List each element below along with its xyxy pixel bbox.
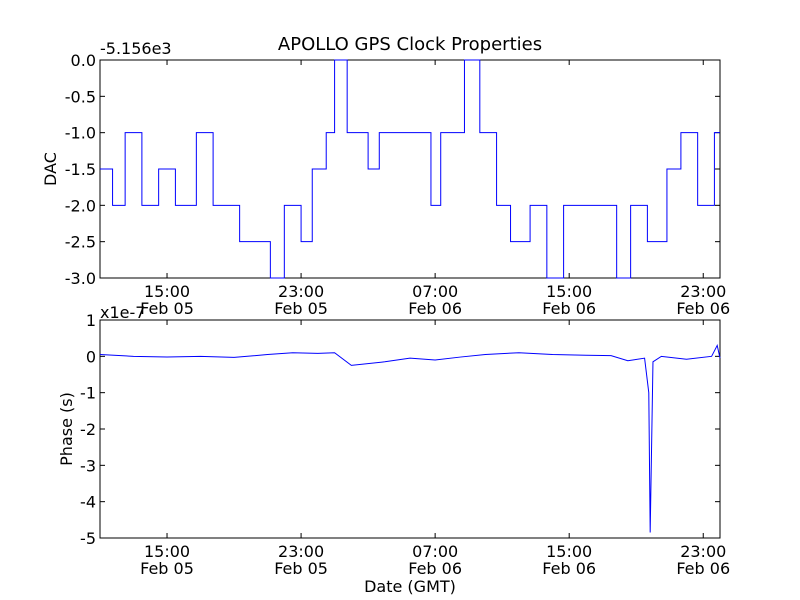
dac-panel: -5.156e3 DAC 0.0 -0.5 -1.0 -1.5 -2.0 -2.5 -3.0… — [41, 39, 730, 318]
chart-title: APOLLO GPS Clock Properties — [278, 34, 542, 55]
dac-y-tick-label: -1.0 — [65, 124, 96, 143]
dac-y-tick-label: -2.0 — [65, 196, 96, 215]
dac-offset-text: -5.156e3 — [100, 39, 172, 58]
dac-series-line — [100, 59, 720, 279]
phase-y-ticks: 1 0 -1 -2 -3 -4 -5 — [80, 311, 720, 548]
dac-y-tick-label: -3.0 — [65, 269, 96, 288]
phase-y-tick-label: -3 — [80, 456, 96, 475]
dac-x-tick-time: 23:00 — [680, 282, 726, 301]
dac-x-tick-time: 15:00 — [546, 282, 592, 301]
phase-y-tick-label: -4 — [80, 493, 96, 512]
phase-y-tick-label: -5 — [80, 529, 96, 548]
phase-x-tick-date: Feb 06 — [676, 559, 730, 578]
dac-y-tick-label: 0.0 — [71, 51, 96, 70]
dac-y-tick-label: -0.5 — [65, 87, 96, 106]
phase-x-tick-time: 15:00 — [546, 542, 592, 561]
phase-x-tick-time: 23:00 — [680, 542, 726, 561]
phase-x-tick-time: 23:00 — [278, 542, 324, 561]
phase-y-tick-label: -2 — [80, 420, 96, 439]
dac-x-tick-date: Feb 06 — [542, 299, 596, 318]
phase-x-tick-time: 15:00 — [144, 542, 190, 561]
dac-x-tick-time: 23:00 — [278, 282, 324, 301]
phase-y-tick-label: 0 — [86, 347, 96, 366]
phase-x-tick-date: Feb 06 — [542, 559, 596, 578]
dac-y-tick-label: -2.5 — [65, 233, 96, 252]
dac-x-tick-date: Feb 05 — [274, 299, 328, 318]
dac-x-tick-time: 07:00 — [412, 282, 458, 301]
dac-axes-frame — [99, 59, 721, 279]
phase-x-tick-date: Feb 05 — [274, 559, 328, 578]
phase-axes-frame — [99, 319, 721, 539]
dac-x-tick-date: Feb 06 — [408, 299, 462, 318]
dac-x-tick-date: Feb 06 — [676, 299, 730, 318]
dac-x-tick-date: Feb 05 — [140, 299, 194, 318]
phase-x-tick-time: 07:00 — [412, 542, 458, 561]
dac-ylabel: DAC — [41, 152, 60, 186]
phase-ylabel: Phase (s) — [57, 392, 76, 466]
phase-offset-text: x1e-7 — [100, 303, 145, 322]
phase-series-line — [99, 343, 721, 533]
dac-y-ticks: 0.0 -0.5 -1.0 -1.5 -2.0 -2.5 -3.0 — [65, 51, 720, 288]
phase-y-tick-label: 1 — [86, 311, 96, 330]
phase-x-tick-date: Feb 06 — [408, 559, 462, 578]
dac-x-tick-time: 15:00 — [144, 282, 190, 301]
phase-x-tick-date: Feb 05 — [140, 559, 194, 578]
x-axis-label: Date (GMT) — [364, 577, 456, 596]
phase-y-tick-label: -1 — [80, 384, 96, 403]
dac-y-tick-label: -1.5 — [65, 160, 96, 179]
